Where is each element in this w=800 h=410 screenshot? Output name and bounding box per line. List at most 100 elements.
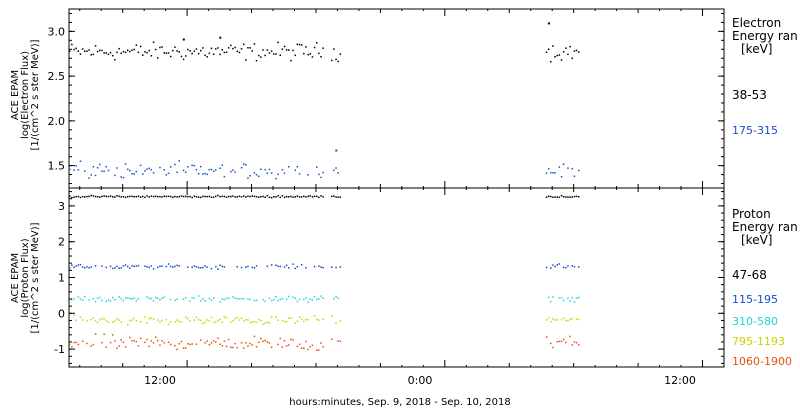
data-point	[212, 53, 215, 55]
data-point	[176, 196, 178, 198]
data-point	[165, 318, 168, 321]
data-point	[150, 195, 153, 197]
data-point	[309, 195, 311, 197]
data-point	[285, 49, 288, 51]
data-point	[300, 196, 303, 198]
data-point	[159, 344, 161, 346]
data-point	[300, 347, 303, 349]
data-point	[560, 195, 563, 197]
data-point	[554, 319, 556, 321]
data-point	[266, 265, 269, 268]
data-point	[118, 267, 120, 269]
data-point	[152, 172, 155, 174]
data-point	[337, 196, 339, 198]
data-point	[288, 317, 290, 319]
data-point	[296, 195, 299, 197]
data-point	[103, 318, 105, 320]
data-point	[260, 196, 262, 198]
data-point	[204, 342, 206, 344]
data-point	[159, 46, 161, 49]
data-point	[335, 149, 338, 152]
series-175-315	[69, 149, 580, 180]
data-point	[96, 297, 99, 299]
data-point	[550, 171, 552, 174]
data-point	[552, 318, 554, 320]
electron-legend-entry-175-315: 175-315	[732, 124, 778, 137]
data-point	[253, 299, 256, 302]
data-point	[215, 321, 217, 323]
data-point	[84, 170, 86, 172]
data-point	[107, 195, 110, 198]
y-tick-label: 2	[58, 236, 65, 249]
data-point	[208, 320, 211, 322]
data-point	[313, 46, 316, 49]
y-tick-label: -1	[54, 343, 65, 356]
data-point	[197, 196, 200, 198]
data-point	[79, 53, 82, 55]
data-point	[253, 195, 256, 198]
data-point	[567, 167, 569, 169]
data-point	[316, 298, 318, 301]
data-point	[176, 264, 178, 267]
data-point	[69, 267, 71, 269]
data-point	[230, 44, 232, 47]
data-point	[150, 55, 153, 57]
data-point	[279, 298, 281, 301]
data-point	[118, 345, 120, 347]
y-tick-label: 2.5	[48, 70, 66, 83]
data-point	[264, 300, 266, 302]
data-point	[260, 168, 262, 170]
data-point	[296, 265, 299, 268]
data-point	[245, 342, 247, 344]
data-point	[552, 296, 554, 298]
data-point	[562, 317, 565, 319]
data-point	[165, 265, 168, 268]
data-point	[92, 195, 95, 197]
data-point	[202, 322, 204, 325]
series-47-68	[69, 194, 580, 199]
data-point	[320, 176, 322, 179]
data-point	[197, 52, 200, 55]
data-point	[240, 196, 243, 198]
data-point	[279, 337, 281, 340]
data-point	[292, 196, 294, 198]
data-point	[129, 267, 131, 269]
data-point	[210, 196, 213, 198]
data-point	[189, 50, 191, 52]
data-point	[292, 49, 294, 52]
data-point	[578, 196, 580, 198]
data-point	[550, 195, 552, 198]
data-point	[307, 319, 309, 321]
data-point	[109, 300, 112, 302]
data-point	[249, 321, 251, 324]
data-point	[112, 267, 114, 270]
data-point	[77, 50, 80, 52]
data-point	[189, 300, 191, 302]
data-point	[176, 50, 178, 52]
proton-plot-frame	[68, 187, 725, 368]
data-point	[206, 340, 208, 342]
data-point	[157, 266, 159, 269]
data-point	[335, 167, 337, 169]
data-point	[260, 319, 262, 322]
data-point	[292, 263, 294, 265]
data-point	[270, 299, 273, 302]
data-point	[90, 318, 92, 321]
data-point	[571, 57, 573, 59]
data-point	[277, 41, 279, 44]
data-point	[560, 59, 563, 61]
data-point	[122, 196, 125, 198]
data-point	[131, 319, 133, 321]
data-point	[253, 43, 256, 45]
data-point	[247, 177, 249, 179]
data-point	[552, 264, 554, 266]
data-point	[127, 49, 129, 52]
data-point	[174, 46, 176, 48]
data-point	[191, 266, 193, 268]
data-point	[571, 344, 573, 346]
data-point	[571, 196, 573, 198]
data-point	[268, 322, 271, 324]
data-point	[161, 319, 163, 322]
data-point	[236, 50, 238, 53]
data-point	[296, 345, 299, 348]
